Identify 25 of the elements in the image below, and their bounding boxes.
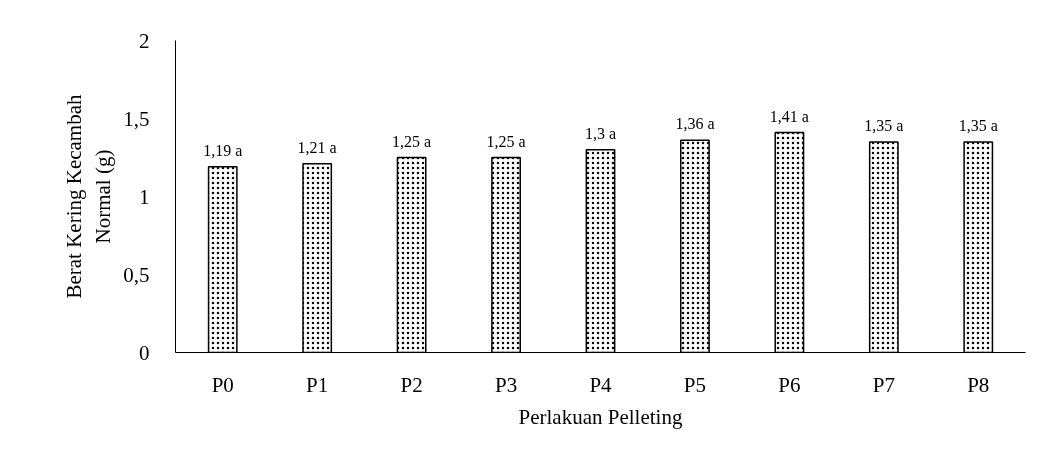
y-axis-title: Berat Kering Kecambah Normal (g) — [62, 93, 116, 299]
x-tick-label: P8 — [967, 372, 990, 397]
y-tick-label: 2 — [139, 28, 150, 53]
data-label: 1,36 a — [675, 115, 715, 133]
y-tick-label: 1,5 — [123, 106, 150, 131]
x-tick-label: P2 — [400, 372, 423, 397]
y-tick-label: 1 — [139, 184, 150, 209]
x-tick-label: P1 — [306, 372, 329, 397]
data-label: 1,3 a — [584, 124, 617, 142]
data-label: 1,41 a — [769, 107, 809, 125]
data-label: 1,25 a — [486, 132, 526, 150]
data-label: 1,19 a — [203, 141, 243, 159]
x-tick-label: P5 — [683, 372, 707, 397]
x-tick-label: P0 — [211, 372, 234, 397]
y-tick-label: 0,5 — [123, 262, 150, 287]
x-tick-label: P6 — [778, 372, 801, 397]
x-tick-label: P3 — [494, 372, 518, 397]
x-tick-label: P7 — [872, 372, 895, 397]
y-tick-label: 0 — [139, 340, 150, 365]
data-label: 1,21 a — [297, 138, 337, 156]
data-label: 1,25 a — [392, 132, 432, 150]
data-label: 1,35 a — [864, 116, 904, 134]
data-label: 1,35 a — [958, 116, 998, 134]
x-axis-title: Perlakuan Pelleting — [518, 404, 683, 429]
x-tick-label: P4 — [589, 372, 613, 397]
